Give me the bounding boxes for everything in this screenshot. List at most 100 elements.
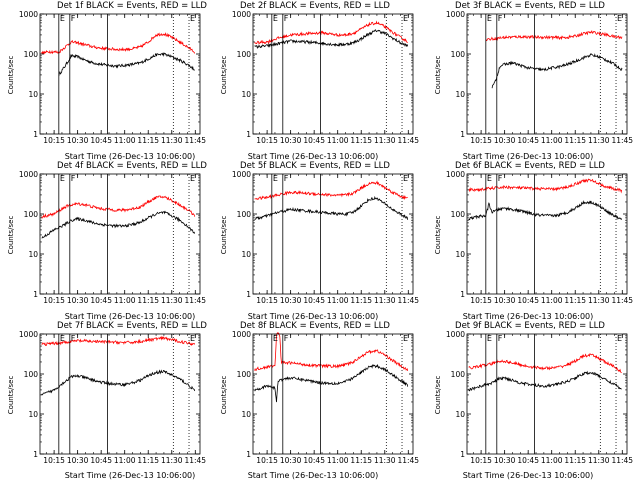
series-line-lld	[254, 180, 408, 201]
panel-ylabel: Counts/sec	[220, 216, 228, 255]
x-tick-label: 11:30	[161, 456, 183, 465]
x-tick-label: 11:30	[588, 296, 610, 305]
panel-ylabel: Counts/sec	[220, 56, 228, 95]
x-tick-label: 10:30	[67, 296, 89, 305]
panel-3: Det 3f BLACK = Events, RED = LLD Start T…	[434, 1, 605, 161]
panel-xlabel: Start Time (26-Dec-13 10:06:00)	[248, 312, 379, 321]
plot-frame	[39, 333, 201, 455]
y-tick-label: 100	[451, 210, 466, 219]
x-tick-label: 10:30	[67, 456, 89, 465]
x-tick-label: 10:15	[256, 136, 278, 145]
x-tick-label: 10:30	[280, 136, 302, 145]
series-line-events	[254, 363, 409, 403]
x-tick-label: 11:45	[611, 456, 633, 465]
x-tick-label: 10:15	[43, 136, 65, 145]
y-tick-label: 100	[237, 210, 252, 219]
x-tick-label: 10:30	[280, 296, 302, 305]
time-marker-label: F	[498, 174, 503, 183]
panel-xlabel: Start Time (26-Dec-13 10:06:00)	[65, 312, 196, 321]
x-tick-label: 11:45	[611, 296, 633, 305]
time-marker-label: E	[403, 334, 408, 343]
time-marker-label: F	[498, 14, 503, 23]
y-tick-label: 10	[28, 250, 38, 259]
x-tick-label: 11:00	[327, 136, 349, 145]
time-marker-label: E	[273, 14, 278, 23]
series-line-lld	[485, 30, 623, 42]
x-tick-label: 10:45	[517, 296, 539, 305]
time-marker-label: E	[617, 334, 622, 343]
panel-xlabel: Start Time (26-Dec-13 10:06:00)	[248, 471, 379, 480]
x-tick-label: 11:15	[350, 136, 372, 145]
x-tick-label: 10:30	[280, 456, 302, 465]
panel-title: Det 2f BLACK = Events, RED = LLD	[240, 1, 390, 11]
x-tick-label: 11:15	[564, 456, 586, 465]
time-marker-label: E	[273, 334, 278, 343]
x-tick-label: 11:30	[588, 136, 610, 145]
time-marker-label: F	[71, 14, 76, 23]
y-tick-label: 1	[246, 290, 251, 299]
panel-title: Det 1f BLACK = Events, RED = LLD	[57, 1, 207, 11]
y-tick-label: 100	[24, 370, 39, 379]
x-tick-label: 11:45	[397, 136, 419, 145]
x-tick-label: 11:45	[611, 136, 633, 145]
x-tick-label: 11:15	[137, 136, 159, 145]
plot-frame	[466, 333, 628, 455]
y-tick-label: 1000	[19, 170, 38, 179]
x-tick-label: 11:00	[541, 456, 563, 465]
panel-title: Det 6f BLACK = Events, RED = LLD	[455, 161, 605, 171]
time-marker-label: E	[487, 174, 492, 183]
x-tick-label: 11:45	[397, 456, 419, 465]
time-marker-label: E	[190, 174, 195, 183]
panel-9: Det 9f BLACK = Events, RED = LLD Start T…	[434, 321, 605, 480]
panel-ylabel: Counts/sec	[7, 376, 15, 415]
series-line-events	[41, 210, 196, 239]
x-tick-label: 11:15	[564, 296, 586, 305]
panel-2: Det 2f BLACK = Events, RED = LLD Start T…	[220, 1, 390, 161]
x-tick-label: 10:15	[256, 296, 278, 305]
time-marker-label: E	[403, 174, 408, 183]
panel-xlabel: Start Time (26-Dec-13 10:06:00)	[463, 312, 594, 321]
y-tick-label: 1	[460, 290, 465, 299]
series-line-events	[468, 199, 623, 221]
x-tick-label: 11:30	[374, 296, 396, 305]
x-tick-label: 10:45	[303, 456, 325, 465]
panel-xlabel: Start Time (26-Dec-13 10:06:00)	[463, 152, 594, 161]
time-marker-label: F	[284, 334, 289, 343]
x-tick-label: 11:15	[350, 296, 372, 305]
plot-frame	[466, 13, 628, 135]
time-marker-label: F	[71, 174, 76, 183]
x-tick-label: 11:00	[114, 296, 136, 305]
y-tick-label: 1000	[232, 170, 251, 179]
x-tick-label: 11:30	[161, 136, 183, 145]
series-line-events	[254, 195, 409, 221]
x-tick-label: 10:45	[90, 296, 112, 305]
y-tick-label: 10	[455, 90, 465, 99]
y-tick-label: 10	[241, 250, 251, 259]
plot-frame	[252, 13, 414, 135]
x-tick-label: 11:45	[184, 456, 206, 465]
y-tick-label: 1000	[446, 10, 465, 19]
y-tick-label: 10	[28, 90, 38, 99]
y-tick-label: 100	[237, 50, 252, 59]
y-tick-label: 1000	[446, 330, 465, 339]
x-tick-label: 10:15	[43, 456, 65, 465]
x-tick-label: 11:30	[374, 456, 396, 465]
time-marker-label: E	[617, 174, 622, 183]
x-tick-label: 10:45	[303, 296, 325, 305]
time-marker-label: F	[284, 14, 289, 23]
series-line-events	[58, 52, 195, 77]
y-tick-label: 1000	[446, 170, 465, 179]
x-tick-label: 11:00	[541, 136, 563, 145]
x-tick-label: 10:30	[494, 296, 516, 305]
y-tick-label: 10	[28, 410, 38, 419]
panel-ylabel: Counts/sec	[220, 376, 228, 415]
panel-title: Det 3f BLACK = Events, RED = LLD	[455, 1, 605, 11]
